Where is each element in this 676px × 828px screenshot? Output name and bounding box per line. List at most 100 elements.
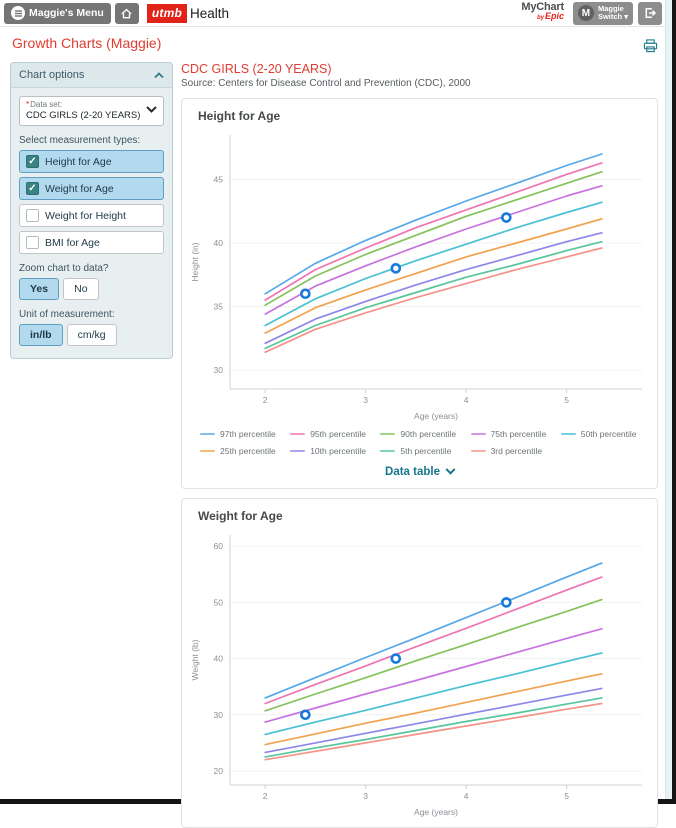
x-axis-label: Age (years) bbox=[414, 807, 458, 817]
data-table-toggle[interactable]: Data table bbox=[188, 458, 651, 482]
legend-item: 50th percentile bbox=[560, 429, 651, 439]
measurement-list: ✓ Height for Age ✓ Weight for Age Weight for… bbox=[19, 150, 164, 254]
content-area: Chart options *Data set: CDC GIRLS (2-20… bbox=[0, 60, 672, 828]
percentile-line-90th-percentile bbox=[264, 598, 603, 712]
zoom-no-button[interactable]: No bbox=[63, 278, 99, 300]
patient-menu-button[interactable]: Maggie's Menu bbox=[4, 2, 111, 24]
y-tick-label: 35 bbox=[214, 301, 224, 311]
patient-data-point[interactable] bbox=[390, 263, 402, 274]
chevron-down-icon bbox=[146, 106, 157, 113]
percentile-line-97th-percentile bbox=[264, 153, 603, 295]
y-tick-label: 50 bbox=[214, 597, 224, 607]
legend-label: 5th percentile bbox=[400, 446, 452, 456]
legend-item: 90th percentile bbox=[380, 429, 470, 439]
utmb-logo-text: Health bbox=[189, 5, 230, 21]
x-tick-label: 3 bbox=[363, 791, 368, 801]
height-for-age-chart: 30 35 40 45 2 3 4 5 Age (years) Height (in) bbox=[188, 125, 651, 425]
legend-item: 10th percentile bbox=[290, 446, 380, 456]
measurement-label: BMI for Age bbox=[45, 236, 100, 249]
legend-swatch bbox=[470, 432, 486, 436]
x-tick-label: 2 bbox=[263, 395, 268, 405]
measurement-label: Weight for Age bbox=[45, 182, 114, 195]
patient-data-point[interactable] bbox=[300, 709, 311, 721]
unit-cm-kg-button[interactable]: cm/kg bbox=[66, 324, 117, 346]
x-tick-label: 2 bbox=[263, 791, 268, 801]
y-tick-label: 20 bbox=[214, 766, 224, 776]
patient-menu-label: Maggie's Menu bbox=[29, 7, 104, 19]
percentile-line-25th-percentile bbox=[264, 217, 603, 334]
unit-toggle-group: in/lb cm/kg bbox=[19, 324, 164, 346]
logout-icon bbox=[645, 8, 657, 18]
chart-options-title: Chart options bbox=[19, 69, 85, 81]
y-axis-label: Height (in) bbox=[190, 242, 200, 281]
chart-options-panel: Chart options *Data set: CDC GIRLS (2-20… bbox=[10, 62, 173, 359]
patient-data-point[interactable] bbox=[501, 212, 512, 223]
unit-in-lb-button[interactable]: in/lb bbox=[19, 324, 63, 346]
logout-button[interactable] bbox=[638, 1, 662, 25]
measurement-checkbox-bmi-for-age[interactable]: BMI for Age bbox=[19, 231, 164, 254]
x-tick-label: 4 bbox=[464, 791, 469, 801]
x-axis-label: Age (years) bbox=[414, 411, 458, 421]
percentile-legend: 97th percentile 95th percentile 90th perce… bbox=[188, 425, 651, 458]
scrollbar-track[interactable] bbox=[665, 0, 672, 799]
zoom-question-label: Zoom chart to data? bbox=[19, 263, 109, 274]
checkbox-unchecked-icon bbox=[26, 209, 39, 222]
utmb-logo-mark: utmb bbox=[146, 3, 187, 23]
patient-data-point[interactable] bbox=[390, 653, 402, 664]
page-title: Growth Charts (Maggie) bbox=[12, 35, 162, 51]
percentile-line-95th-percentile bbox=[264, 576, 603, 705]
legend-label: 25th percentile bbox=[220, 446, 276, 456]
legend-label: 3rd percentile bbox=[490, 446, 543, 456]
chart-canvas: 20 30 40 50 60 2 3 4 5 Age (years) Weight (lb) bbox=[190, 535, 642, 817]
data-set-select[interactable]: *Data set: CDC GIRLS (2-20 YEARS) bbox=[19, 96, 164, 126]
legend-label: 97th percentile bbox=[220, 429, 276, 439]
legend-swatch bbox=[290, 449, 306, 453]
y-tick-label: 30 bbox=[214, 365, 224, 375]
percentile-line-10th-percentile bbox=[264, 231, 603, 345]
measurement-checkbox-height-for-age[interactable]: ✓ Height for Age bbox=[19, 150, 164, 173]
zoom-yes-button[interactable]: Yes bbox=[19, 278, 60, 300]
measurement-label: Weight for Height bbox=[45, 209, 126, 222]
legend-swatch bbox=[200, 432, 215, 436]
patient-data-point[interactable] bbox=[300, 288, 311, 300]
y-tick-label: 30 bbox=[214, 710, 224, 720]
legend-label: 10th percentile bbox=[310, 446, 366, 456]
switch-patient-label: Maggie Switch ▾ bbox=[597, 3, 628, 21]
checkbox-unchecked-icon bbox=[26, 236, 39, 249]
measurement-checkbox-weight-for-height[interactable]: Weight for Height bbox=[19, 204, 164, 227]
percentile-line-5th-percentile bbox=[264, 240, 603, 350]
percentile-line-97th-percentile bbox=[264, 562, 603, 699]
mychart-epic-logo: MyChart byEpic bbox=[521, 1, 564, 22]
data-set-value: CDC GIRLS (2-20 YEARS) bbox=[26, 110, 141, 121]
legend-item: 75th percentile bbox=[470, 429, 561, 439]
checkbox-checked-icon: ✓ bbox=[26, 155, 39, 168]
percentile-line-3rd-percentile bbox=[264, 702, 603, 761]
dataset-source: Source: Centers for Disease Control and … bbox=[181, 78, 471, 89]
legend-swatch bbox=[380, 449, 396, 453]
home-icon bbox=[121, 8, 132, 18]
percentile-line-90th-percentile bbox=[264, 170, 603, 307]
percentile-line-95th-percentile bbox=[264, 162, 603, 301]
measurement-label: Height for Age bbox=[45, 155, 112, 168]
print-icon bbox=[643, 39, 658, 53]
unit-label: Unit of measurement: bbox=[19, 309, 115, 320]
measurement-checkbox-weight-for-age[interactable]: ✓ Weight for Age bbox=[19, 177, 164, 200]
switch-patient-button[interactable]: M Maggie Switch ▾ bbox=[572, 1, 633, 25]
checkbox-checked-icon: ✓ bbox=[26, 182, 39, 195]
legend-label: 95th percentile bbox=[310, 429, 366, 439]
chart-options-header[interactable]: Chart options bbox=[11, 63, 172, 88]
legend-label: 90th percentile bbox=[400, 429, 457, 439]
chart-options-body: *Data set: CDC GIRLS (2-20 YEARS) Select… bbox=[11, 88, 172, 358]
legend-label: 50th percentile bbox=[580, 429, 637, 439]
utmb-health-logo: utmb Health bbox=[146, 3, 230, 23]
x-tick-label: 3 bbox=[363, 395, 368, 405]
avatar: M bbox=[577, 5, 594, 21]
chart-title: Weight for Age bbox=[198, 509, 283, 523]
home-button[interactable] bbox=[114, 2, 139, 24]
print-button[interactable] bbox=[643, 39, 658, 56]
patient-data-point[interactable] bbox=[501, 597, 512, 608]
weight-for-age-card: Weight for Age 20 30 40 50 60 2 3 4 5 Age (years)… bbox=[181, 498, 658, 828]
percentile-line-75th-percentile bbox=[264, 627, 603, 723]
